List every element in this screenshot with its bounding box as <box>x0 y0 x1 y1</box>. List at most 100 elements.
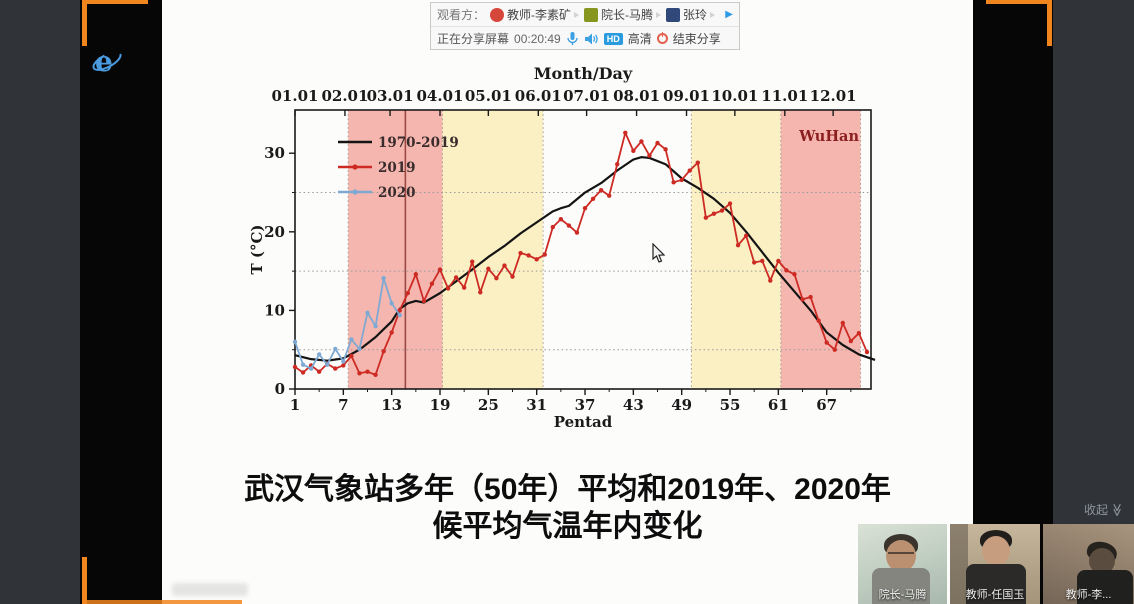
series-marker-2019 <box>663 147 668 152</box>
series-marker-2020 <box>333 346 338 352</box>
pentad-tick-label: 55 <box>720 396 741 414</box>
end-share-button[interactable]: 结束分享 <box>672 32 721 46</box>
video-thumbnail-3[interactable]: 教师-李... <box>1043 524 1134 604</box>
viewer-name-3: 张玲 <box>683 8 708 22</box>
viewer-audio-icon <box>710 11 716 18</box>
capture-corner-top-left <box>82 0 148 4</box>
series-marker-2019 <box>566 223 572 228</box>
series-marker-2019 <box>768 278 773 283</box>
series-marker-2019 <box>373 372 378 378</box>
series-marker-2019 <box>840 320 846 326</box>
sharing-status-label: 正在分享屏幕 <box>437 32 510 46</box>
series-marker-2019 <box>526 253 531 258</box>
series-line-1970-2019 <box>294 156 876 362</box>
series-marker-2020 <box>373 323 378 329</box>
microphone-icon[interactable] <box>566 31 579 46</box>
video-thumbnail-1[interactable]: 院长-马腾 <box>858 524 947 604</box>
legend-marker-2019 <box>352 164 358 170</box>
series-marker-2019 <box>486 266 491 271</box>
viewer-chip-3[interactable]: 张玲 <box>666 6 716 23</box>
viewers-label: 观看方： <box>437 8 486 22</box>
season-band-3 <box>780 110 861 389</box>
season-band-2 <box>691 110 781 389</box>
series-marker-2019 <box>800 297 805 302</box>
capture-corner-top-left-v <box>82 0 87 46</box>
series-marker-2019 <box>405 290 410 296</box>
watermark <box>172 583 248 596</box>
series-marker-2019 <box>743 233 749 238</box>
series-marker-2020 <box>341 359 346 364</box>
collapse-panel-button[interactable]: 收起 ≫ <box>1084 501 1125 518</box>
series-marker-2019 <box>453 275 459 280</box>
series-marker-2019 <box>470 259 475 264</box>
season-band-1 <box>442 110 544 389</box>
power-icon[interactable] <box>656 32 668 44</box>
series-marker-2019 <box>711 211 717 216</box>
series-marker-2019 <box>381 349 386 354</box>
series-marker-2020 <box>308 366 314 371</box>
series-marker-2019 <box>671 180 676 185</box>
series-marker-2019 <box>751 260 757 265</box>
capture-corner-bottom-left <box>82 600 242 604</box>
series-marker-2019 <box>365 369 370 374</box>
series-marker-2019 <box>357 371 362 376</box>
month-tick-label: 10.01 <box>711 87 758 105</box>
more-viewers-arrow-icon[interactable]: ▶ <box>725 9 733 20</box>
series-marker-2019 <box>784 268 789 273</box>
series-marker-2020 <box>381 275 386 281</box>
month-tick-label: 06.01 <box>515 87 562 105</box>
mouse-cursor-icon <box>652 243 666 263</box>
series-marker-2019 <box>864 349 870 355</box>
legend-label-1970-2019: 1970-2019 <box>378 135 459 151</box>
viewer-chip-2[interactable]: 院长-马腾 <box>584 6 662 23</box>
series-marker-2019 <box>429 281 435 286</box>
legend-marker-2020 <box>352 189 358 195</box>
share-controls-row: 正在分享屏幕 00:20:49 HD 高清 结束分享 <box>431 27 739 50</box>
share-timer: 00:20:49 <box>514 31 561 46</box>
month-tick-label: 02.01 <box>321 87 368 105</box>
capture-corner-top-right <box>986 0 1052 4</box>
series-marker-2019 <box>558 217 564 222</box>
hd-quality-button[interactable]: 高清 <box>627 32 652 46</box>
series-marker-2019 <box>300 370 306 375</box>
series-marker-2019 <box>582 206 588 211</box>
series-marker-2019 <box>687 168 692 173</box>
series-marker-2019 <box>727 201 733 206</box>
series-marker-2019 <box>776 258 781 264</box>
temp-tick-label: 30 <box>264 144 285 162</box>
series-marker-2019 <box>292 364 298 370</box>
viewer-avatar-2 <box>584 7 599 22</box>
series-marker-2019 <box>703 215 709 220</box>
series-marker-2019 <box>542 252 547 257</box>
month-tick-label: 12.01 <box>810 87 857 105</box>
series-marker-2019 <box>623 130 628 135</box>
video-thumbnail-2[interactable]: 教师-任国玉 <box>950 524 1040 604</box>
series-marker-2019 <box>534 257 539 262</box>
series-marker-2020 <box>357 346 362 352</box>
axis-title-pentad: Pentad <box>554 413 613 431</box>
collapse-label: 收起 <box>1084 503 1109 517</box>
series-marker-2019 <box>606 193 612 198</box>
internet-explorer-icon[interactable]: e <box>90 44 124 80</box>
chevron-collapse-icon: ≫ <box>1109 502 1125 517</box>
series-marker-2019 <box>615 162 620 167</box>
series-marker-2019 <box>735 242 741 248</box>
series-marker-2019 <box>832 347 837 352</box>
series-line-2020 <box>294 277 401 370</box>
series-marker-2019 <box>792 272 797 277</box>
pentad-tick-label: 1 <box>290 396 300 414</box>
pentad-tick-label: 31 <box>526 396 547 414</box>
speaker-icon[interactable] <box>584 32 599 46</box>
series-marker-2020 <box>300 362 306 367</box>
temp-tick-label: 10 <box>264 301 285 319</box>
series-marker-2019 <box>316 369 322 374</box>
slide-caption-line2: 候平均气温年内变化 <box>432 510 703 543</box>
series-marker-2019 <box>389 330 394 335</box>
viewer-name-1: 教师-李素矿 <box>507 8 572 22</box>
pentad-tick-label: 7 <box>338 396 348 414</box>
temp-tick-label: 20 <box>264 223 285 241</box>
month-tick-label: 04.01 <box>417 87 464 105</box>
viewer-avatar-3 <box>666 7 681 22</box>
viewer-chip-1[interactable]: 教师-李素矿 <box>490 6 580 23</box>
